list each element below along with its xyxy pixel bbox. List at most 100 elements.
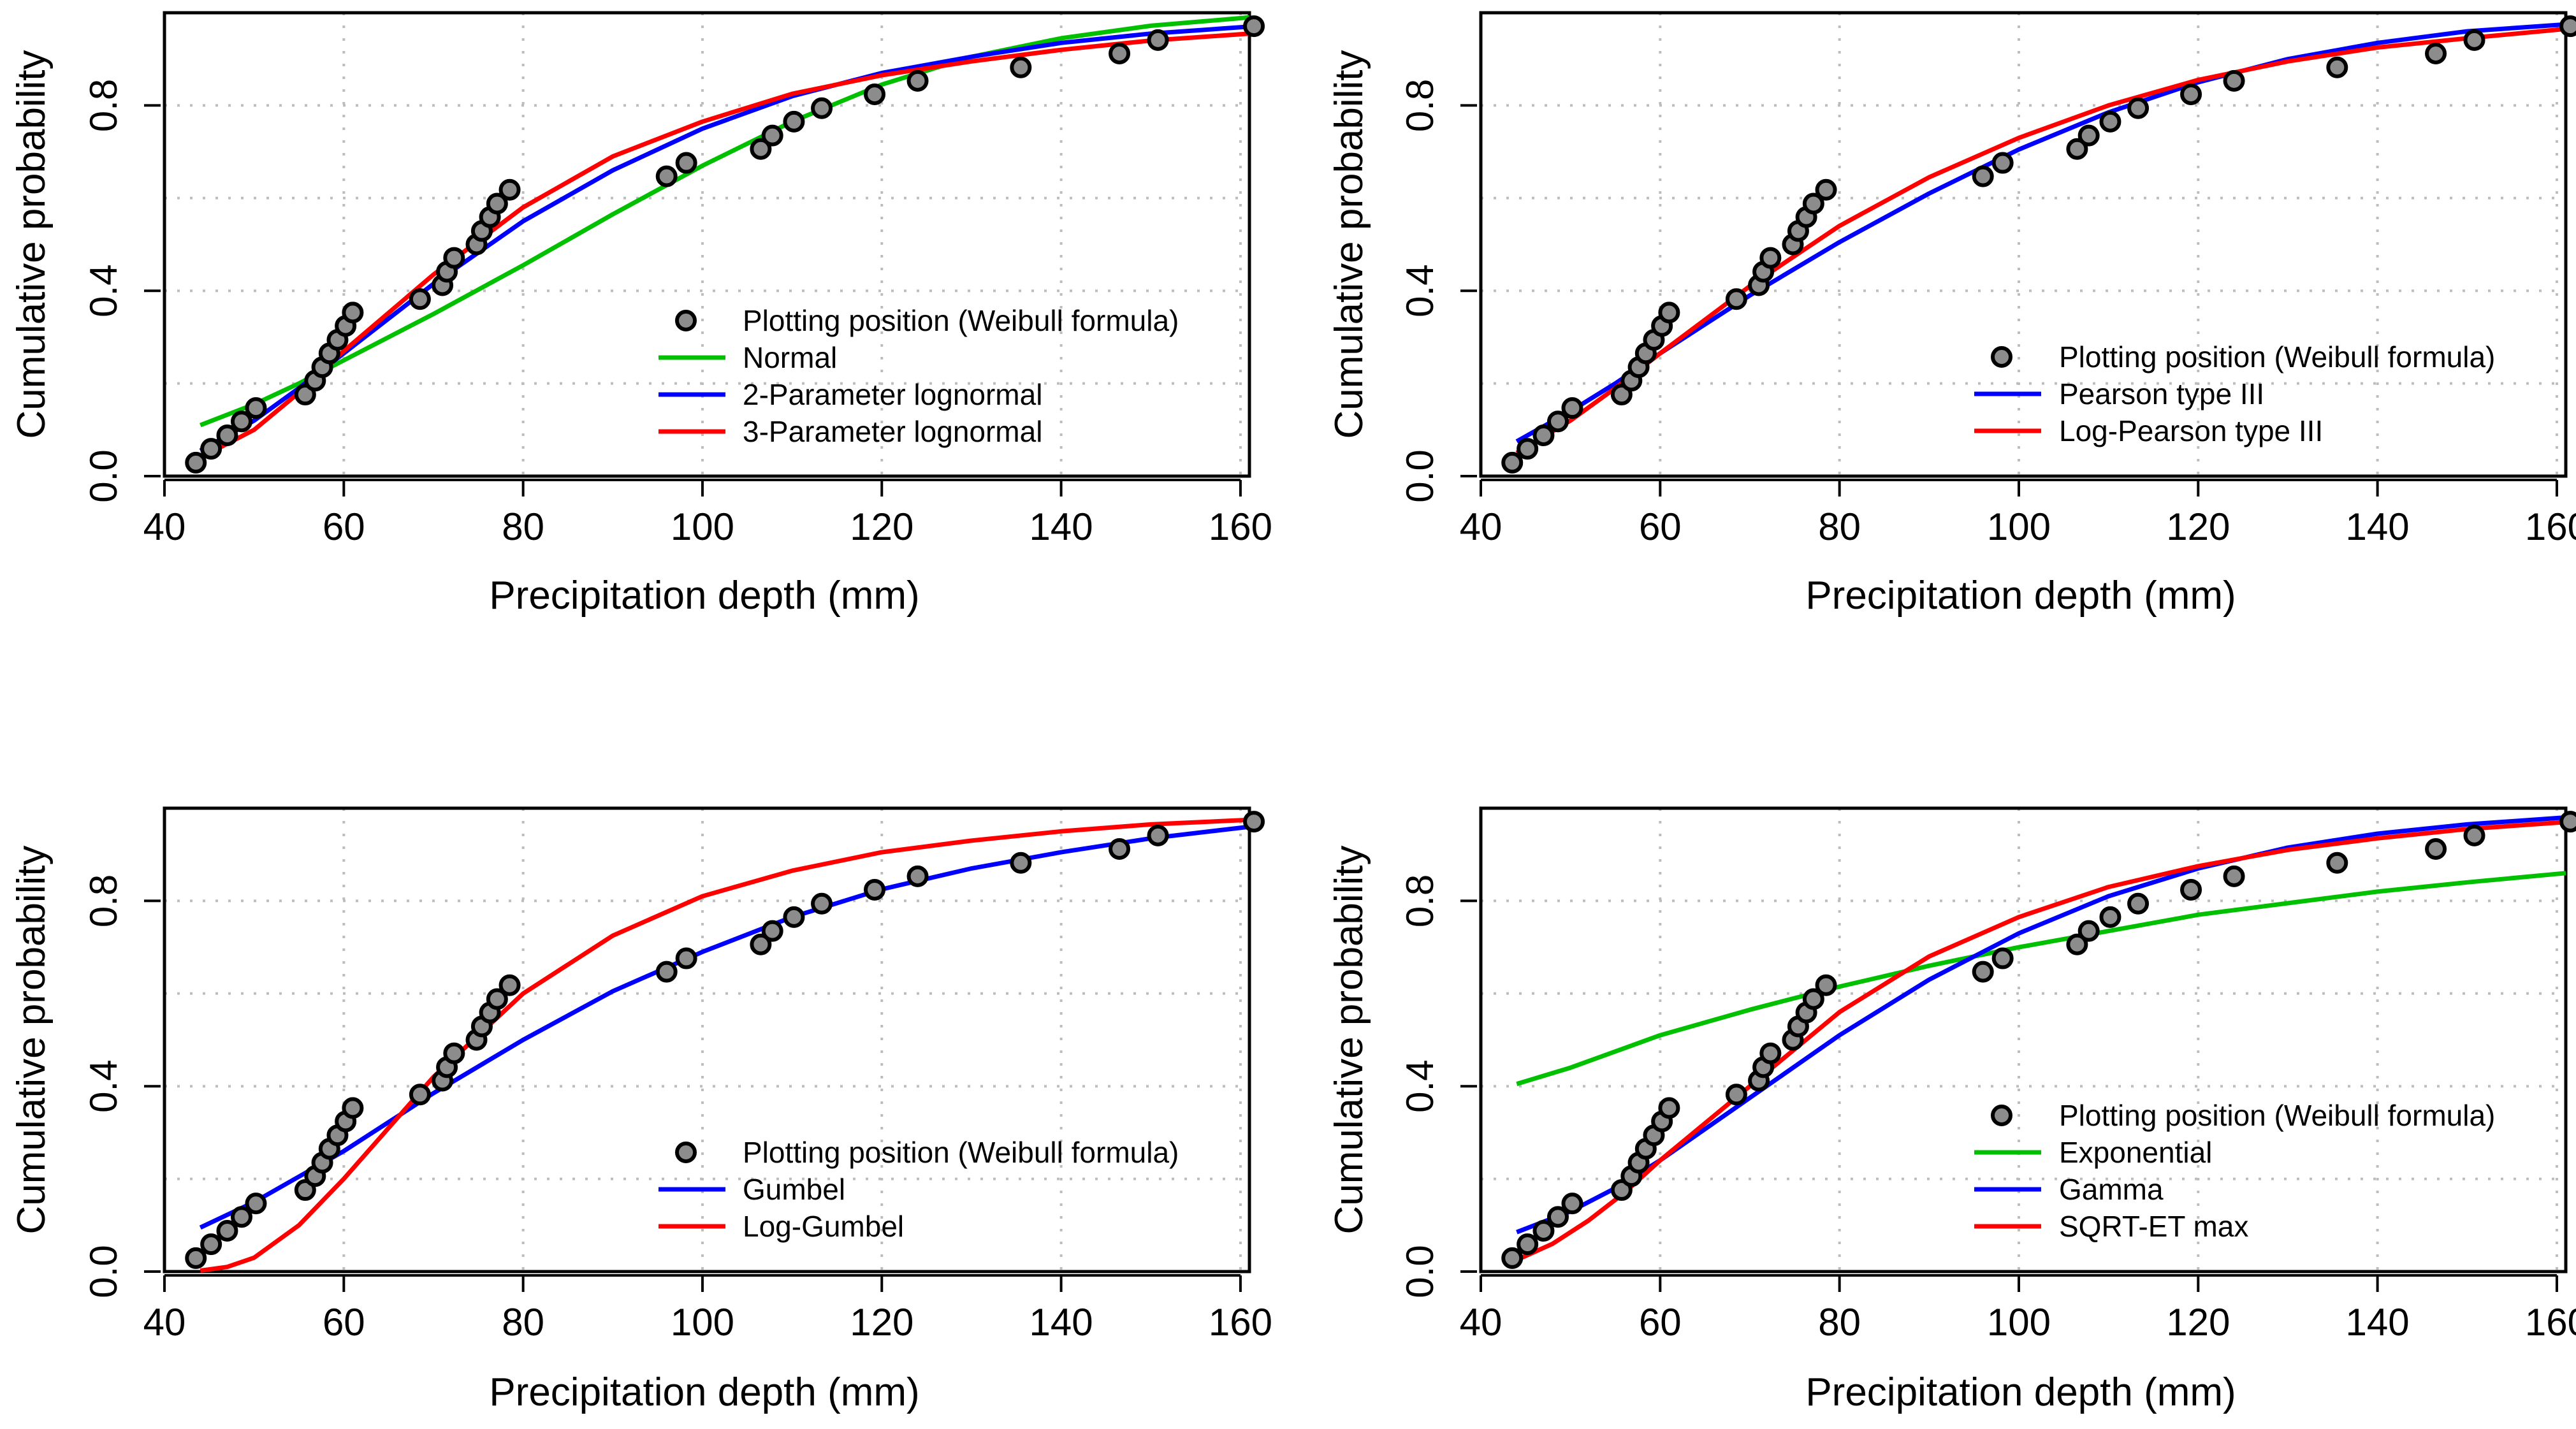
data-point	[1243, 811, 1265, 833]
data-point	[2463, 29, 2485, 51]
y-tick-label: 0.8	[82, 874, 125, 927]
y-tick-label: 0.4	[82, 264, 125, 317]
data-point	[342, 1097, 364, 1119]
x-tick-label: 100	[1987, 1301, 2051, 1344]
y-tick-label: 0.8	[1399, 79, 1441, 132]
data-point	[1610, 1179, 1633, 1201]
data-point	[811, 97, 833, 119]
data-point	[200, 438, 222, 460]
series-line-2-parameter-lognormal	[199, 24, 1250, 453]
data-point	[1517, 1233, 1539, 1256]
data-point	[2223, 865, 2245, 887]
data-point	[200, 1233, 222, 1256]
data-point	[443, 1042, 465, 1064]
data-point	[1815, 178, 1837, 201]
y-axis: 0.0 0.4 0.8 Cumulative probability	[10, 846, 161, 1298]
x-tick-label: 160	[1209, 1301, 1272, 1344]
data-point	[761, 920, 783, 942]
legend-label: 3-Parameter lognormal	[743, 415, 1042, 448]
data-point	[783, 906, 805, 928]
x-tick-label: 160	[1209, 505, 1272, 548]
legend-label: Plotting position (Weibull formula)	[743, 1136, 1179, 1169]
data-point	[2180, 83, 2202, 105]
legend-label: Normal	[743, 341, 837, 374]
legend-label: Log-Gumbel	[743, 1210, 904, 1243]
data-point	[1972, 165, 1994, 187]
x-tick-label: 100	[671, 505, 734, 548]
y-tick-label: 0.8	[1399, 874, 1441, 927]
x-axis-label: Precipitation depth (mm)	[489, 1370, 919, 1414]
plot-frame	[163, 11, 1251, 478]
x-axis: 40 60 80 100 120 140 160 Precipitation depth (m…	[1460, 1274, 2576, 1414]
data-point	[750, 138, 772, 160]
grid	[163, 11, 1249, 477]
legend-label: Plotting position (Weibull formula)	[2059, 1099, 2495, 1132]
x-tick-label: 40	[1460, 505, 1503, 548]
data-point	[811, 892, 833, 915]
data-point	[216, 424, 238, 447]
y-axis: 0.0 0.4 0.8 Cumulative probability	[10, 50, 161, 503]
data-point	[2127, 892, 2150, 915]
data-point	[216, 1220, 238, 1242]
data-point	[294, 384, 316, 406]
data-point	[2078, 124, 2100, 147]
y-tick-label: 0.4	[1399, 1059, 1441, 1112]
y-tick-label: 0.0	[1399, 449, 1441, 502]
x-tick-label: 120	[2166, 505, 2230, 548]
data-point	[1109, 42, 1131, 64]
data-point	[1561, 1193, 1583, 1215]
legend-point-marker	[1991, 1105, 2012, 1126]
x-tick-label: 60	[1639, 505, 1682, 548]
data-point	[1725, 288, 1747, 310]
series-line-log-pearson-type-iii	[1515, 26, 2566, 455]
data-point	[675, 152, 697, 174]
data-point	[2099, 110, 2121, 133]
data-point	[2425, 838, 2447, 860]
data-point	[1972, 961, 1994, 983]
data-point	[1501, 451, 1524, 474]
data-point	[245, 397, 267, 419]
data-points	[185, 15, 1265, 474]
data-point	[498, 974, 521, 996]
data-point	[1532, 1220, 1555, 1242]
x-tick-label: 100	[671, 1301, 734, 1344]
panel-top-left: 40 60 80 100 120 140 160 Precipitation depth (m…	[10, 11, 1272, 618]
x-tick-label: 140	[1030, 1301, 1093, 1344]
x-tick-label: 140	[1030, 505, 1093, 548]
data-point	[864, 83, 886, 105]
legend-label: Gumbel	[743, 1173, 845, 1206]
data-point	[1991, 947, 2014, 969]
data-point	[1243, 15, 1265, 38]
data-point	[2078, 920, 2100, 942]
x-axis-label: Precipitation depth (mm)	[489, 574, 919, 618]
x-tick-label: 60	[323, 505, 365, 548]
data-point	[1147, 29, 1169, 51]
grid	[163, 807, 1249, 1273]
x-tick-label: 120	[850, 505, 913, 548]
data-point	[245, 1193, 267, 1215]
data-points	[1501, 15, 2576, 474]
data-point	[1802, 988, 1824, 1010]
x-tick-label: 120	[2166, 1301, 2230, 1344]
data-point	[1010, 56, 1032, 78]
x-tick-label: 140	[2346, 1301, 2410, 1344]
panel-top-right: 40 60 80 100 120 140 160 Precipitation depth (m…	[1327, 11, 2576, 618]
data-point	[2326, 852, 2348, 874]
plot-frame	[1479, 11, 2568, 478]
data-point	[655, 961, 678, 983]
legend: Plotting position (Weibull formula) Gumbe…	[659, 1136, 1179, 1243]
legend-label: Plotting position (Weibull formula)	[743, 304, 1179, 337]
x-tick-label: 40	[143, 1301, 186, 1344]
data-point	[2463, 824, 2485, 846]
y-tick-label: 0.8	[82, 79, 125, 132]
data-point	[906, 865, 929, 887]
legend-label: Exponential	[2059, 1136, 2212, 1169]
x-tick-label: 40	[1460, 1301, 1503, 1344]
y-tick-label: 0.0	[82, 1245, 125, 1298]
legend-label: Gamma	[2059, 1173, 2164, 1206]
data-point	[1517, 438, 1539, 460]
data-point	[1802, 192, 1824, 215]
data-point	[1658, 1097, 1680, 1119]
plot-frame	[1479, 806, 2568, 1273]
